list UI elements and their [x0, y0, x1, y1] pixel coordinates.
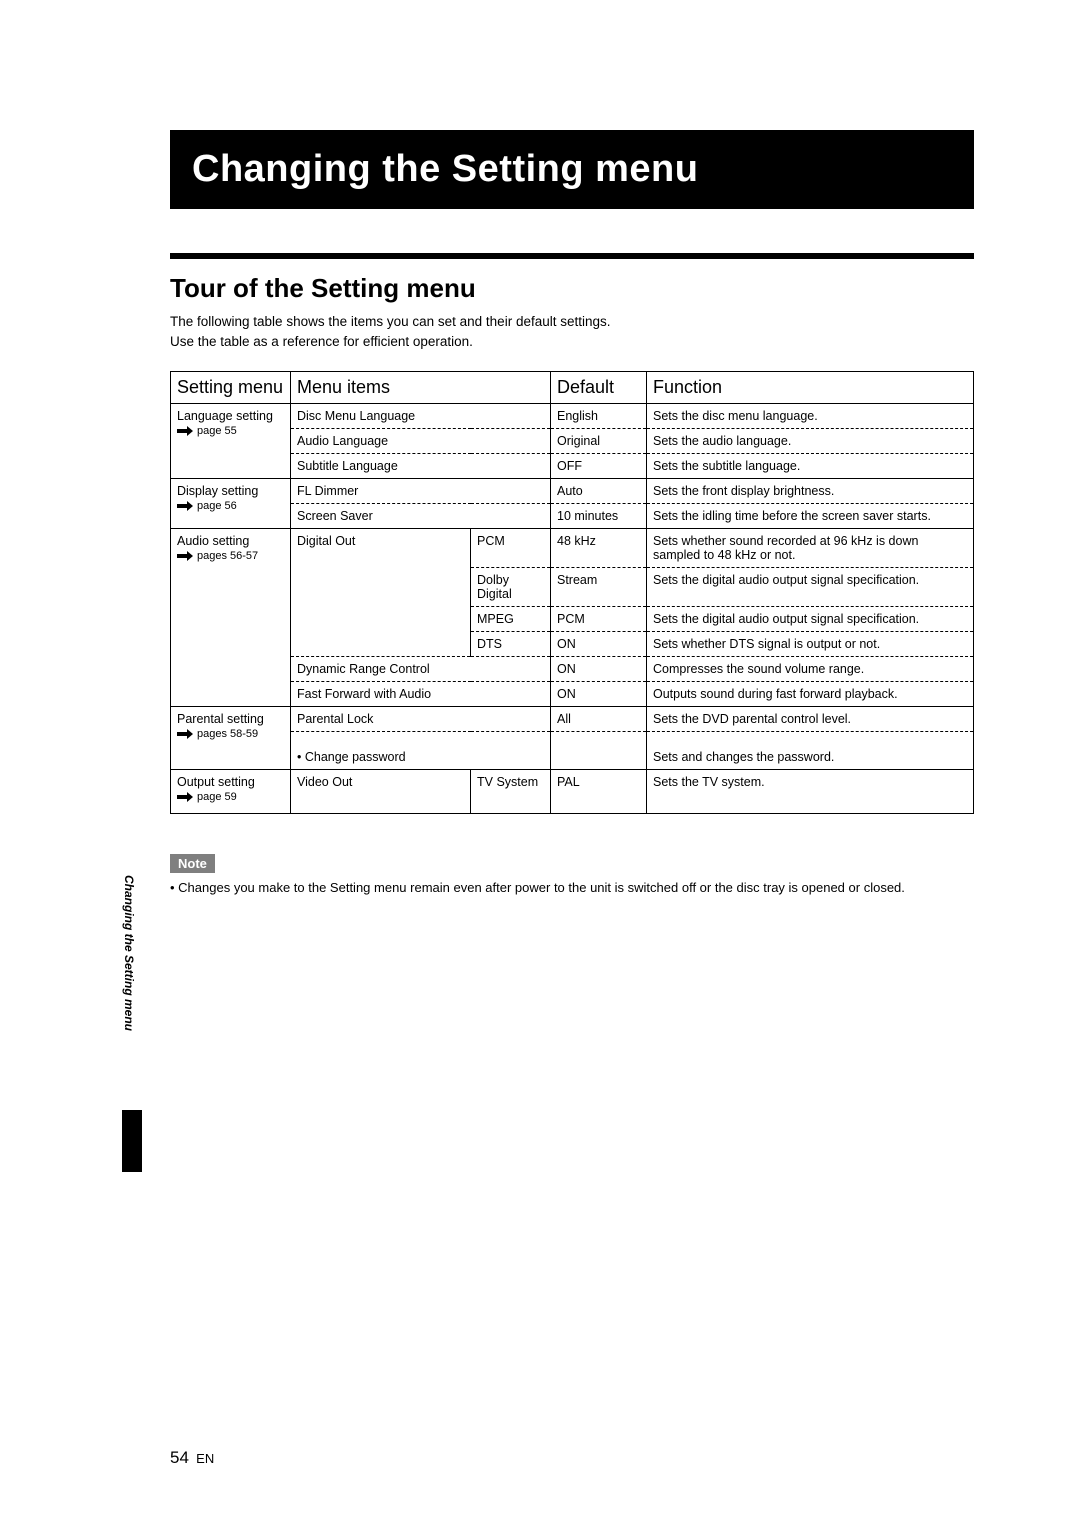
note-body: Changes you make to the Setting menu rem… — [178, 880, 905, 895]
cell: FL Dimmer — [291, 478, 551, 503]
setting-name: Output setting — [177, 775, 255, 789]
cell: Sets the front display brightness. — [647, 478, 974, 503]
page-ref-text: pages 58-59 — [197, 728, 258, 740]
settings-table: Setting menu Menu items Default Function… — [170, 371, 974, 814]
note-label: Note — [170, 854, 215, 873]
cell: Screen Saver — [291, 503, 551, 528]
table-row: Subtitle Language OFF Sets the subtitle … — [171, 453, 974, 478]
page-ref-text: page 59 — [197, 791, 237, 803]
chapter-title-bar: Changing the Setting menu — [170, 130, 974, 209]
table-row: Display setting page 56 FL Dimmer Auto S… — [171, 478, 974, 503]
th-menu-items: Menu items — [291, 371, 551, 403]
cell: Sets whether DTS signal is output or not… — [647, 631, 974, 656]
table-row: Dynamic Range Control ON Compresses the … — [171, 656, 974, 681]
cell: MPEG — [471, 606, 551, 631]
cell: Fast Forward with Audio — [291, 681, 551, 706]
cell: Sets the DVD parental control level. — [647, 706, 974, 731]
page-lang: EN — [196, 1451, 214, 1466]
page-container: Changing the Setting menu Tour of the Se… — [0, 0, 1080, 937]
cell: 48 kHz — [551, 528, 647, 567]
table-row: • Change password Sets and changes the p… — [171, 731, 974, 769]
cell: Sets the idling time before the screen s… — [647, 503, 974, 528]
cell — [551, 731, 647, 769]
pointer-icon — [177, 729, 193, 739]
footer: 54 EN — [170, 1448, 214, 1468]
cell: Subtitle Language — [291, 453, 551, 478]
cell: Sets the digital audio output signal spe… — [647, 606, 974, 631]
intro-line: Use the table as a reference for efficie… — [170, 334, 473, 349]
pointer-icon — [177, 792, 193, 802]
page-ref-text: page 56 — [197, 500, 237, 512]
setting-name: Audio setting — [177, 534, 249, 548]
cell: DTS — [471, 631, 551, 656]
cell: PCM — [551, 606, 647, 631]
page-ref: pages 56-57 — [177, 550, 284, 562]
page-number: 54 — [170, 1448, 189, 1467]
cell: Sets and changes the password. — [647, 731, 974, 769]
cell: Disc Menu Language — [291, 403, 551, 428]
cell: PCM — [471, 528, 551, 567]
cell: ON — [551, 656, 647, 681]
cell: Dynamic Range Control — [291, 656, 551, 681]
setting-name: Display setting — [177, 484, 258, 498]
cell: Digital Out — [291, 528, 471, 656]
table-row: Language setting page 55 Disc Menu Langu… — [171, 403, 974, 428]
section-title: Tour of the Setting menu — [170, 273, 974, 304]
page-ref: pages 58-59 — [177, 728, 284, 740]
note-text: • Changes you make to the Setting menu r… — [170, 879, 974, 897]
cell: Outputs sound during fast forward playba… — [647, 681, 974, 706]
pointer-icon — [177, 426, 193, 436]
intro-line: The following table shows the items you … — [170, 314, 611, 329]
cell: Audio Language — [291, 428, 551, 453]
cell: Stream — [551, 567, 647, 606]
table-row: Audio Language Original Sets the audio l… — [171, 428, 974, 453]
chapter-title: Changing the Setting menu — [192, 148, 952, 191]
cell: 10 minutes — [551, 503, 647, 528]
cell: Original — [551, 428, 647, 453]
setting-name: Parental setting — [177, 712, 264, 726]
table-row: Output setting page 59 Video Out TV Syst… — [171, 769, 974, 813]
th-function: Function — [647, 371, 974, 403]
cell: Video Out — [291, 769, 471, 813]
cell: All — [551, 706, 647, 731]
page-ref: page 56 — [177, 500, 284, 512]
side-text: Changing the Setting menu — [122, 875, 136, 1031]
side-tab — [122, 1110, 142, 1172]
cell: ON — [551, 631, 647, 656]
cell: Sets the subtitle language. — [647, 453, 974, 478]
cell: Sets the audio language. — [647, 428, 974, 453]
cell: • Change password — [291, 731, 551, 769]
table-row: Parental setting pages 58-59 Parental Lo… — [171, 706, 974, 731]
cell: Sets the TV system. — [647, 769, 974, 813]
page-ref: page 55 — [177, 425, 284, 437]
table-row: Fast Forward with Audio ON Outputs sound… — [171, 681, 974, 706]
page-ref-text: page 55 — [197, 425, 237, 437]
cell: Parental Lock — [291, 706, 551, 731]
cell: English — [551, 403, 647, 428]
cell: ON — [551, 681, 647, 706]
page-ref-text: pages 56-57 — [197, 550, 258, 562]
th-default: Default — [551, 371, 647, 403]
page-ref: page 59 — [177, 791, 284, 803]
table-row: Audio setting pages 56-57 Digital Out PC… — [171, 528, 974, 567]
cell: Compresses the sound volume range. — [647, 656, 974, 681]
th-setting-menu: Setting menu — [171, 371, 291, 403]
intro-text: The following table shows the items you … — [170, 312, 974, 353]
table-header-row: Setting menu Menu items Default Function — [171, 371, 974, 403]
divider — [170, 253, 974, 259]
cell: OFF — [551, 453, 647, 478]
cell: PAL — [551, 769, 647, 813]
cell: Auto — [551, 478, 647, 503]
pointer-icon — [177, 501, 193, 511]
table-row: Screen Saver 10 minutes Sets the idling … — [171, 503, 974, 528]
cell: Dolby Digital — [471, 567, 551, 606]
cell: Sets the digital audio output signal spe… — [647, 567, 974, 606]
cell: Sets whether sound recorded at 96 kHz is… — [647, 528, 974, 567]
cell: TV System — [471, 769, 551, 813]
setting-name: Language setting — [177, 409, 273, 423]
pointer-icon — [177, 551, 193, 561]
cell: Sets the disc menu language. — [647, 403, 974, 428]
